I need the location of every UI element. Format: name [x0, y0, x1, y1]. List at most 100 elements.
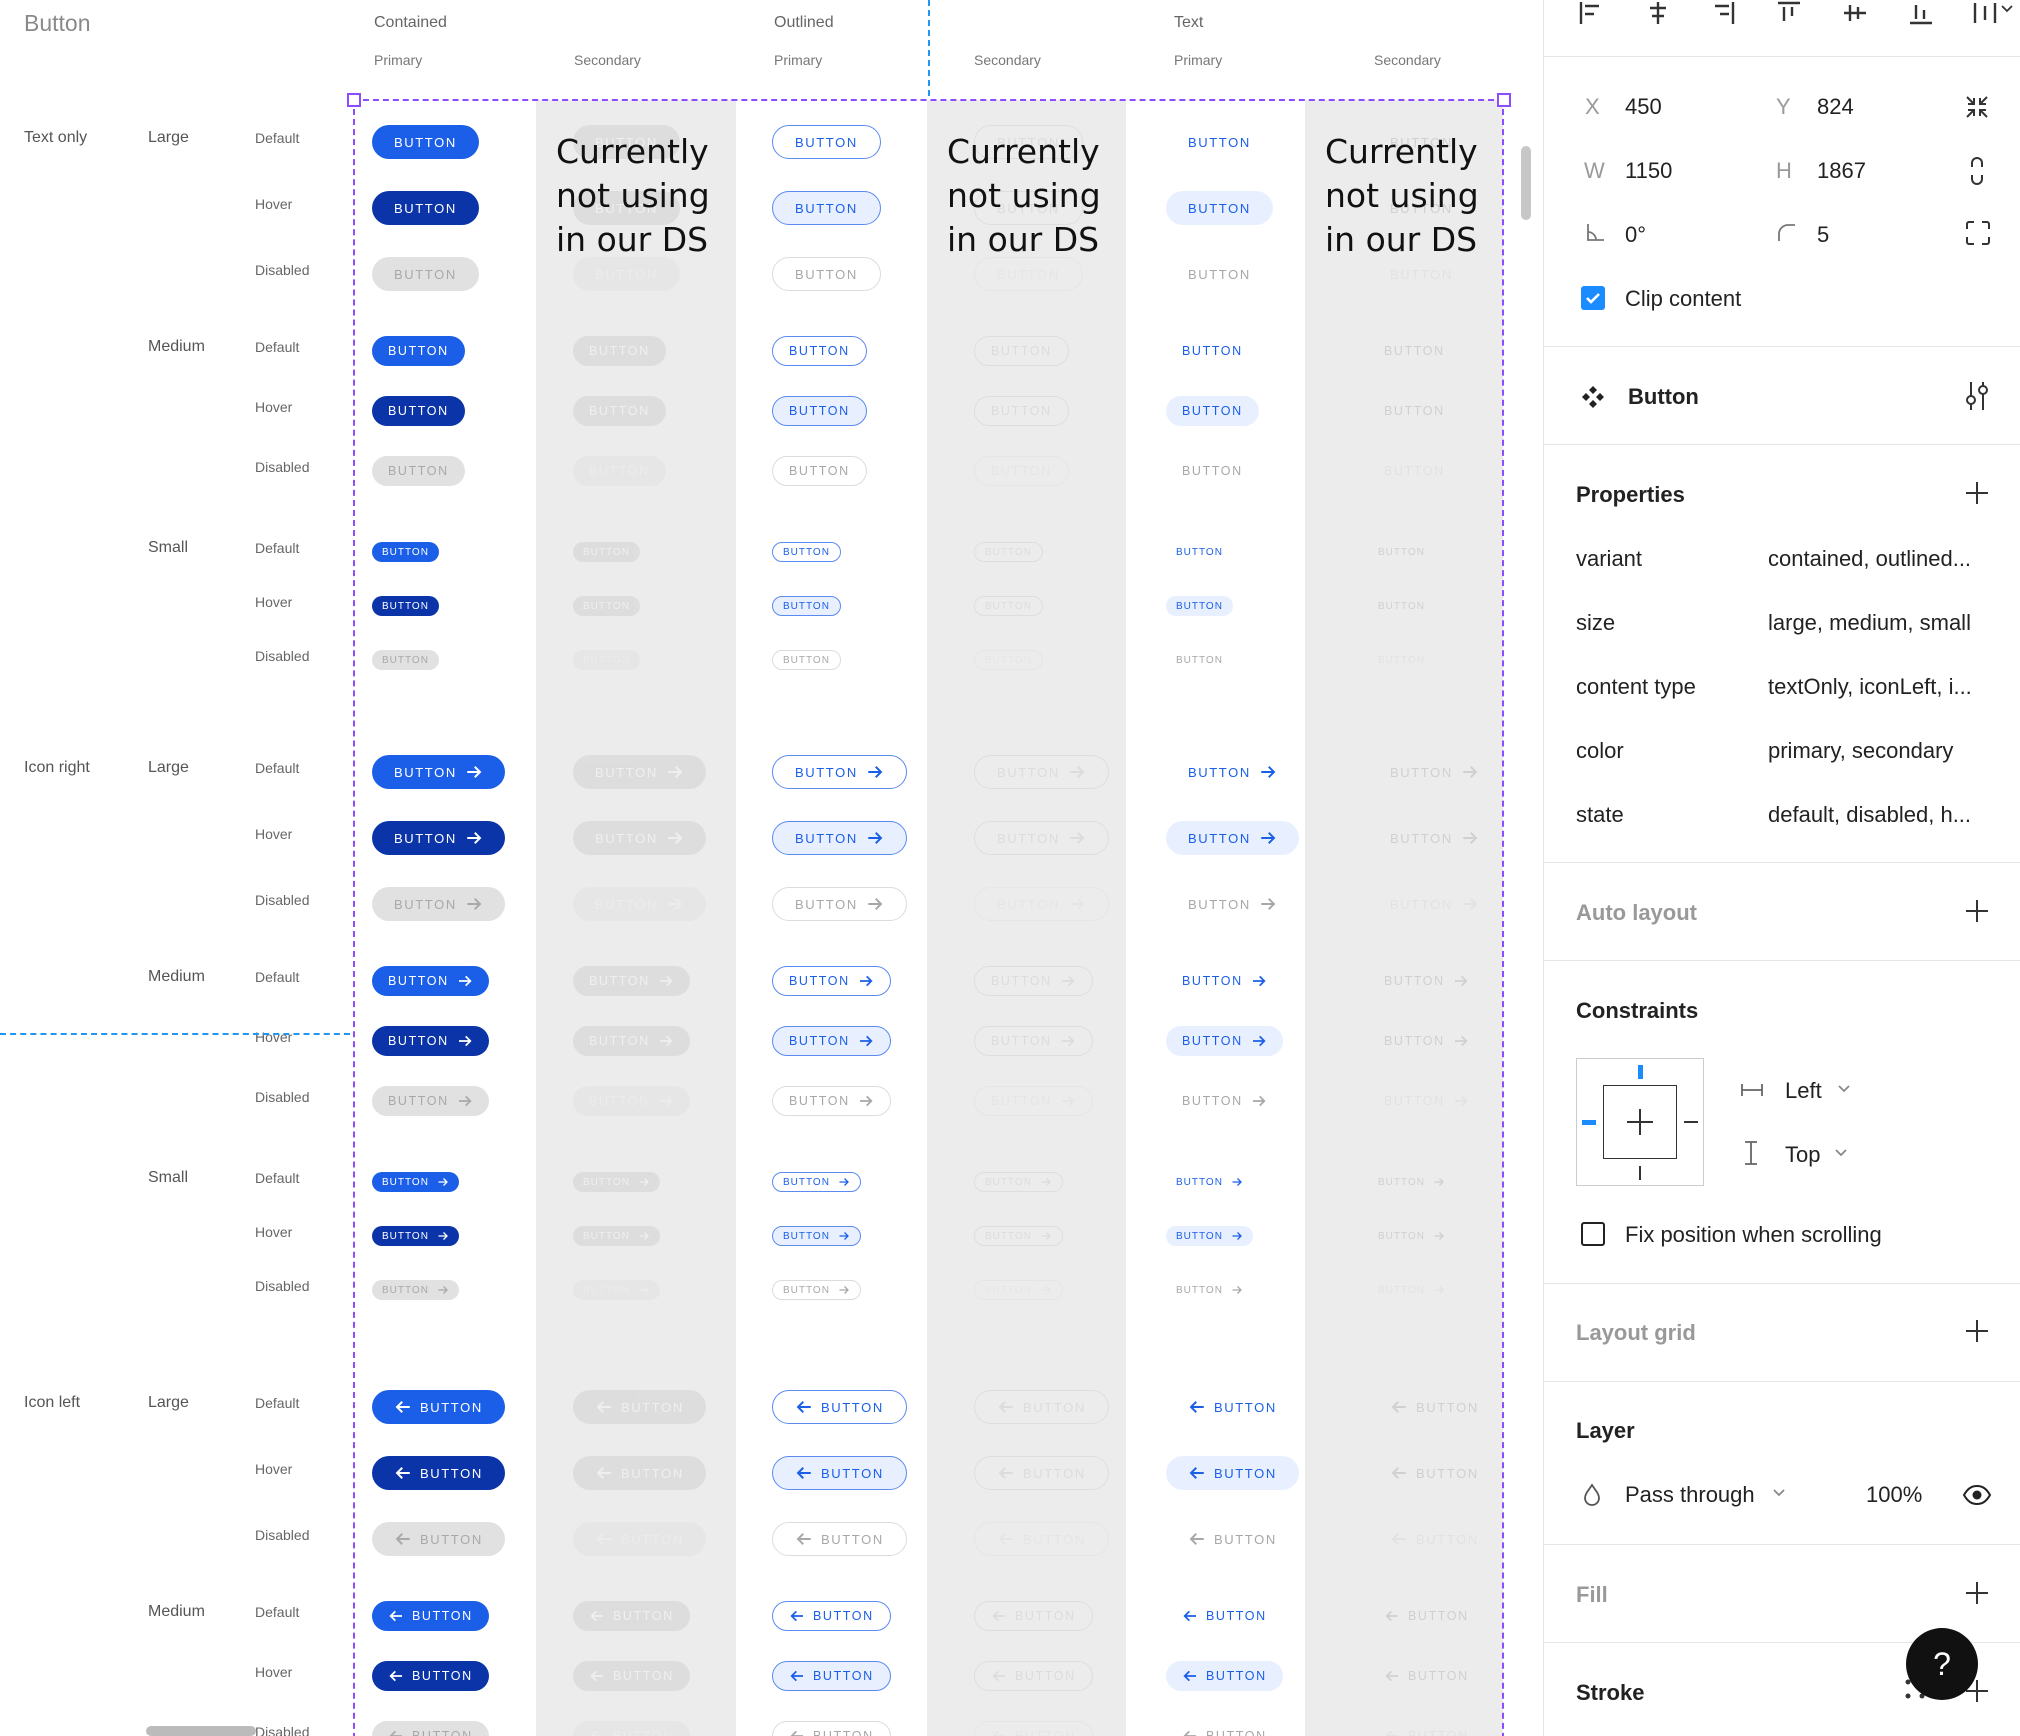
property-value[interactable]: textOnly, iconLeft, i...	[1768, 674, 1972, 699]
button-sample[interactable]: BUTTON	[1166, 1086, 1283, 1116]
button-sample[interactable]: BUTTON	[772, 1226, 861, 1246]
h-input[interactable]: 1867	[1817, 158, 1866, 183]
selection-frame[interactable]	[353, 99, 1504, 1736]
button-sample[interactable]: BUTTON	[974, 1280, 1063, 1300]
button-sample[interactable]: BUTTON	[372, 542, 439, 562]
button-sample[interactable]: BUTTON	[974, 755, 1109, 789]
align-left-icon[interactable]	[1578, 0, 1604, 26]
layer-opacity-input[interactable]: 100%	[1866, 1482, 1923, 1507]
button-sample[interactable]: BUTTON	[573, 1601, 690, 1631]
button-sample[interactable]: BUTTON	[573, 596, 640, 616]
button-sample[interactable]: BUTTON	[1166, 755, 1299, 789]
align-v-center-icon[interactable]	[1842, 0, 1868, 26]
button-sample[interactable]: BUTTON	[372, 1721, 489, 1736]
button-sample[interactable]: BUTTON	[1368, 1226, 1455, 1246]
button-sample[interactable]: BUTTON	[372, 1026, 489, 1056]
button-sample[interactable]: BUTTON	[772, 1456, 907, 1490]
y-input[interactable]: 824	[1817, 94, 1854, 119]
button-sample[interactable]: BUTTON	[974, 1086, 1093, 1116]
button-sample[interactable]: BUTTON	[1368, 650, 1435, 670]
button-sample[interactable]: BUTTON	[1368, 542, 1435, 562]
button-sample[interactable]: BUTTON	[372, 887, 505, 921]
chevron-down-icon[interactable]	[1772, 1488, 1786, 1498]
button-sample[interactable]: BUTTON	[1166, 1026, 1283, 1056]
property-value[interactable]: primary, secondary	[1768, 738, 1954, 763]
button-sample[interactable]: BUTTON	[772, 596, 841, 616]
button-sample[interactable]: BUTTON	[974, 456, 1069, 486]
button-sample[interactable]: BUTTON	[772, 1280, 861, 1300]
constraint-horizontal-select[interactable]: Left	[1785, 1078, 1822, 1103]
button-sample[interactable]: BUTTON	[1166, 257, 1273, 291]
button-sample[interactable]: BUTTON	[974, 336, 1069, 366]
chevron-down-icon[interactable]	[2000, 4, 2014, 14]
button-sample[interactable]: BUTTON	[372, 650, 439, 670]
button-sample[interactable]: BUTTON	[573, 542, 640, 562]
button-sample[interactable]: BUTTON	[372, 1226, 459, 1246]
button-sample[interactable]: BUTTON	[372, 1601, 489, 1631]
button-sample[interactable]: BUTTON	[573, 257, 680, 291]
button-sample[interactable]: BUTTON	[1368, 1601, 1485, 1631]
constrain-proportions-icon[interactable]	[1966, 156, 1988, 186]
button-sample[interactable]: BUTTON	[974, 1172, 1063, 1192]
button-sample[interactable]: BUTTON	[372, 336, 465, 366]
button-sample[interactable]: BUTTON	[772, 456, 867, 486]
button-sample[interactable]: BUTTON	[1166, 1172, 1253, 1192]
button-sample[interactable]: BUTTON	[573, 396, 666, 426]
button-sample[interactable]: BUTTON	[1166, 650, 1233, 670]
button-sample[interactable]: BUTTON	[974, 1601, 1093, 1631]
button-sample[interactable]: BUTTON	[1166, 821, 1299, 855]
fix-position-checkbox[interactable]	[1581, 1222, 1605, 1246]
button-sample[interactable]: BUTTON	[1166, 1522, 1299, 1556]
button-sample[interactable]: BUTTON	[974, 966, 1093, 996]
button-sample[interactable]: BUTTON	[772, 1661, 891, 1691]
button-sample[interactable]: BUTTON	[1166, 1601, 1283, 1631]
button-sample[interactable]: BUTTON	[974, 1522, 1109, 1556]
button-sample[interactable]: BUTTON	[573, 966, 690, 996]
button-sample[interactable]: BUTTON	[1368, 1086, 1485, 1116]
independent-corners-icon[interactable]	[1965, 220, 1991, 246]
eye-icon[interactable]	[1962, 1484, 1992, 1506]
button-sample[interactable]: BUTTON	[1368, 125, 1475, 159]
horizontal-scrollbar[interactable]	[146, 1726, 256, 1736]
button-sample[interactable]: BUTTON	[573, 1721, 690, 1736]
button-sample[interactable]: BUTTON	[772, 191, 881, 225]
button-sample[interactable]: BUTTON	[573, 336, 666, 366]
button-sample[interactable]: BUTTON	[974, 1226, 1063, 1246]
button-sample[interactable]: BUTTON	[1368, 336, 1461, 366]
constraint-right[interactable]	[1684, 1121, 1698, 1123]
button-sample[interactable]: BUTTON	[573, 1172, 660, 1192]
button-sample[interactable]: BUTTON	[1368, 1721, 1485, 1736]
button-sample[interactable]: BUTTON	[372, 125, 479, 159]
button-sample[interactable]: BUTTON	[1166, 596, 1233, 616]
button-sample[interactable]: BUTTON	[573, 1226, 660, 1246]
button-sample[interactable]: BUTTON	[1166, 887, 1299, 921]
button-sample[interactable]: BUTTON	[772, 1172, 861, 1192]
button-sample[interactable]: BUTTON	[573, 1456, 706, 1490]
button-sample[interactable]: BUTTON	[974, 257, 1083, 291]
button-sample[interactable]: BUTTON	[372, 191, 479, 225]
button-sample[interactable]: BUTTON	[573, 456, 666, 486]
button-sample[interactable]: BUTTON	[372, 257, 479, 291]
button-sample[interactable]: BUTTON	[1166, 1226, 1253, 1246]
button-sample[interactable]: BUTTON	[974, 1661, 1093, 1691]
button-sample[interactable]: BUTTON	[372, 821, 505, 855]
button-sample[interactable]: BUTTON	[573, 755, 706, 789]
button-sample[interactable]: BUTTON	[372, 966, 489, 996]
button-sample[interactable]: BUTTON	[974, 650, 1043, 670]
button-sample[interactable]: BUTTON	[573, 1026, 690, 1056]
button-sample[interactable]: BUTTON	[573, 1522, 706, 1556]
align-bottom-icon[interactable]	[1908, 0, 1934, 26]
add-layout-grid-icon[interactable]	[1966, 1320, 1988, 1342]
constraint-left-active[interactable]	[1582, 1120, 1596, 1125]
button-sample[interactable]: BUTTON	[1368, 1026, 1485, 1056]
chevron-down-icon[interactable]	[1834, 1148, 1848, 1158]
button-sample[interactable]: BUTTON	[772, 396, 867, 426]
button-sample[interactable]: BUTTON	[1166, 191, 1273, 225]
button-sample[interactable]: BUTTON	[1166, 125, 1273, 159]
property-value[interactable]: contained, outlined...	[1768, 546, 1972, 571]
add-fill-icon[interactable]	[1966, 1582, 1988, 1604]
constraint-bottom[interactable]	[1639, 1166, 1641, 1180]
align-right-icon[interactable]	[1710, 0, 1736, 26]
chevron-down-icon[interactable]	[1837, 1084, 1851, 1094]
layout-grid-title[interactable]: Layout grid	[1576, 1320, 1696, 1345]
